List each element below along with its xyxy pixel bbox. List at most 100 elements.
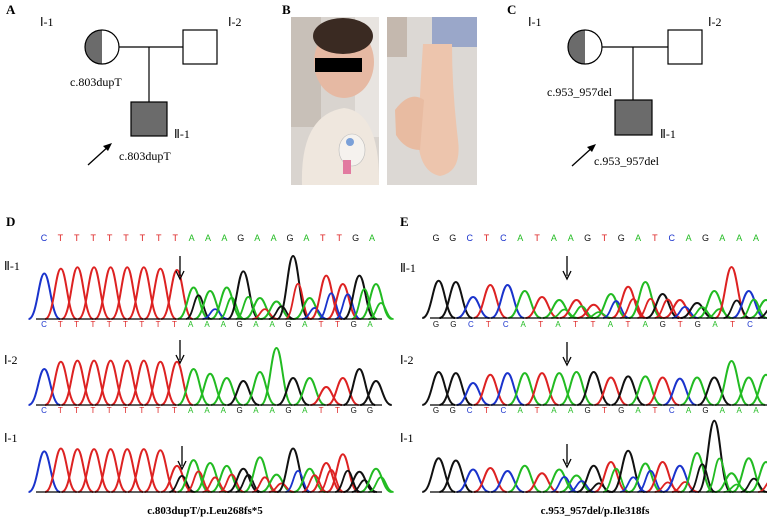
- trace-peak: [439, 459, 473, 493]
- base-letter: A: [205, 233, 211, 243]
- base-letter: C: [501, 406, 507, 415]
- base-letter: G: [236, 406, 242, 415]
- base-letter: T: [139, 320, 144, 329]
- trace-peak: [508, 289, 542, 319]
- base-letter: A: [189, 233, 195, 243]
- base-letter: T: [90, 233, 96, 243]
- base-letter: A: [270, 406, 276, 415]
- base-letter: C: [41, 406, 47, 415]
- base-letter: A: [753, 233, 759, 243]
- base-letter: G: [285, 320, 291, 329]
- base-letter: A: [568, 406, 574, 415]
- trace-peak: [177, 367, 210, 406]
- base-letter: T: [74, 406, 79, 415]
- base-letter: T: [486, 320, 491, 329]
- base-letter: T: [319, 320, 324, 329]
- base-letter: T: [591, 320, 596, 329]
- trace-peak: [421, 370, 456, 406]
- panel-e-variant-arrow-2: [562, 342, 572, 367]
- base-letter: G: [450, 406, 456, 415]
- trace-peak: [611, 285, 645, 319]
- trace-peak: [456, 381, 490, 406]
- base-letter: T: [335, 406, 340, 415]
- base-letter: G: [695, 320, 701, 329]
- base-letter: A: [270, 320, 276, 329]
- trace-peak: [525, 295, 559, 319]
- trace-peak: [525, 372, 559, 406]
- base-letter: T: [90, 320, 95, 329]
- base-letter: A: [635, 233, 641, 243]
- base-letter: T: [535, 406, 540, 415]
- base-letter: T: [156, 320, 161, 329]
- trace-peak: [227, 467, 260, 493]
- base-letter: T: [74, 233, 80, 243]
- base-letter: A: [302, 320, 308, 329]
- panel-e-caption: c.953_957del/p.Ile318fs: [541, 505, 650, 517]
- base-letter: G: [367, 406, 373, 415]
- base-letter: A: [753, 406, 759, 415]
- trace-peak: [194, 461, 227, 493]
- panel-e-trace-i2: [421, 359, 767, 406]
- base-letter: G: [351, 320, 357, 329]
- trace-peak-secondary: [740, 298, 767, 319]
- base-letter: T: [602, 406, 607, 415]
- panel-c-gen1-left: Ⅰ-1: [528, 15, 542, 29]
- panel-d-row3-label: Ⅰ-1: [4, 431, 18, 445]
- base-letter: T: [140, 233, 146, 243]
- base-letter: A: [517, 233, 523, 243]
- trace-peak-secondary: [252, 476, 278, 493]
- base-letter: G: [584, 233, 591, 243]
- trace-peak: [439, 372, 473, 406]
- trace-peak-secondary: [602, 467, 630, 493]
- panel-e-variant-arrow-1: [562, 256, 572, 281]
- base-letter: A: [221, 406, 227, 415]
- trace-peak: [28, 272, 61, 320]
- trace-peak-secondary: [235, 474, 262, 493]
- trace-peak: [473, 466, 507, 493]
- base-letter: A: [254, 233, 260, 243]
- trace-peak: [260, 300, 293, 320]
- trace-peak: [594, 292, 628, 319]
- panel-c-mother-variant: c.953_957del: [547, 85, 613, 99]
- base-letter: A: [608, 320, 614, 329]
- panel-d-row2-label: Ⅰ-2: [4, 353, 18, 367]
- trace-peak: [144, 449, 177, 493]
- trace-peak: [243, 370, 277, 406]
- trace-peak: [473, 283, 508, 319]
- base-letter: A: [369, 233, 375, 243]
- base-letter: G: [433, 320, 439, 329]
- base-letter: T: [58, 320, 63, 329]
- base-letter: C: [500, 233, 507, 243]
- trace-peak: [94, 448, 127, 493]
- base-letter: C: [41, 233, 48, 243]
- trace-peak: [697, 376, 732, 406]
- base-letter: C: [669, 233, 676, 243]
- trace-peak: [177, 459, 210, 493]
- trace-peak-secondary: [757, 482, 767, 493]
- panel-e-row3-label: Ⅰ-1: [400, 431, 414, 445]
- trace-peak: [594, 460, 628, 493]
- trace-peak: [456, 295, 490, 319]
- trace-peak: [28, 450, 61, 493]
- panel-a-gen1-left: Ⅰ-1: [40, 15, 54, 29]
- trace-peak-secondary: [185, 470, 212, 493]
- base-letter: A: [221, 233, 227, 243]
- panel-e-row1-label: Ⅱ-1: [400, 261, 416, 275]
- base-letter: G: [352, 233, 359, 243]
- panel-d-caption: c.803dupT/p.Leu268fs*5: [147, 505, 263, 517]
- base-letter: A: [271, 233, 277, 243]
- trace-peak: [628, 462, 663, 493]
- trace-peak: [628, 280, 663, 319]
- base-letter: A: [188, 320, 194, 329]
- panel-a-gen1-right: Ⅰ-2: [228, 15, 242, 29]
- trace-peak-secondary: [235, 296, 262, 320]
- panel-e-row2-label: Ⅰ-2: [400, 353, 414, 367]
- trace-peak-secondary: [368, 302, 394, 320]
- trace-peak-secondary: [551, 475, 578, 493]
